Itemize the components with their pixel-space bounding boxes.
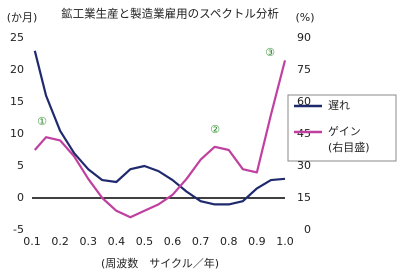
x-tick-label: 0.4 xyxy=(108,235,126,248)
y-tick-label: 5 xyxy=(17,159,24,172)
y2-tick-label: 30 xyxy=(297,159,311,172)
x-axis-label: (周波数 サイクル／年) xyxy=(101,256,219,270)
annotation: ② xyxy=(210,123,220,136)
x-tick-label: 0.2 xyxy=(51,235,69,248)
y-axis-label: (か月) xyxy=(7,11,38,24)
y-tick-label: 25 xyxy=(10,31,24,44)
y2-tick-label: 45 xyxy=(297,127,311,140)
annotation: ① xyxy=(37,115,47,128)
y2-tick-label: 90 xyxy=(297,31,311,44)
x-tick-label: 0.6 xyxy=(164,235,182,248)
y2-tick-label: 0 xyxy=(304,223,311,236)
x-tick-label: 0.5 xyxy=(136,235,154,248)
series-line xyxy=(33,60,287,219)
annotation: ③ xyxy=(265,46,275,59)
y2-tick-label: 75 xyxy=(297,63,311,76)
legend-label: 遅れ xyxy=(328,99,350,112)
legend-note: (右目盛) xyxy=(328,140,370,154)
x-tick-label: 0.7 xyxy=(192,235,210,248)
legend-label: ゲイン xyxy=(328,125,361,138)
x-tick-label: 0.3 xyxy=(79,235,97,248)
x-tick-label: 0.8 xyxy=(220,235,238,248)
y-tick-label: 15 xyxy=(10,95,24,108)
chart-title: 鉱工業生産と製造業雇用のスペクトル分析 xyxy=(61,7,279,21)
y2-tick-label: 15 xyxy=(297,191,311,204)
x-tick-label: 0.1 xyxy=(23,235,41,248)
x-tick-label: 1.0 xyxy=(276,235,294,248)
y-tick-label: -5 xyxy=(13,223,24,236)
y2-axis-label: (%) xyxy=(295,11,314,24)
series-line xyxy=(33,50,286,206)
y-tick-label: 0 xyxy=(17,191,24,204)
x-tick-label: 0.9 xyxy=(248,235,266,248)
y-tick-label: 20 xyxy=(10,63,24,76)
y-tick-label: 10 xyxy=(10,127,24,140)
